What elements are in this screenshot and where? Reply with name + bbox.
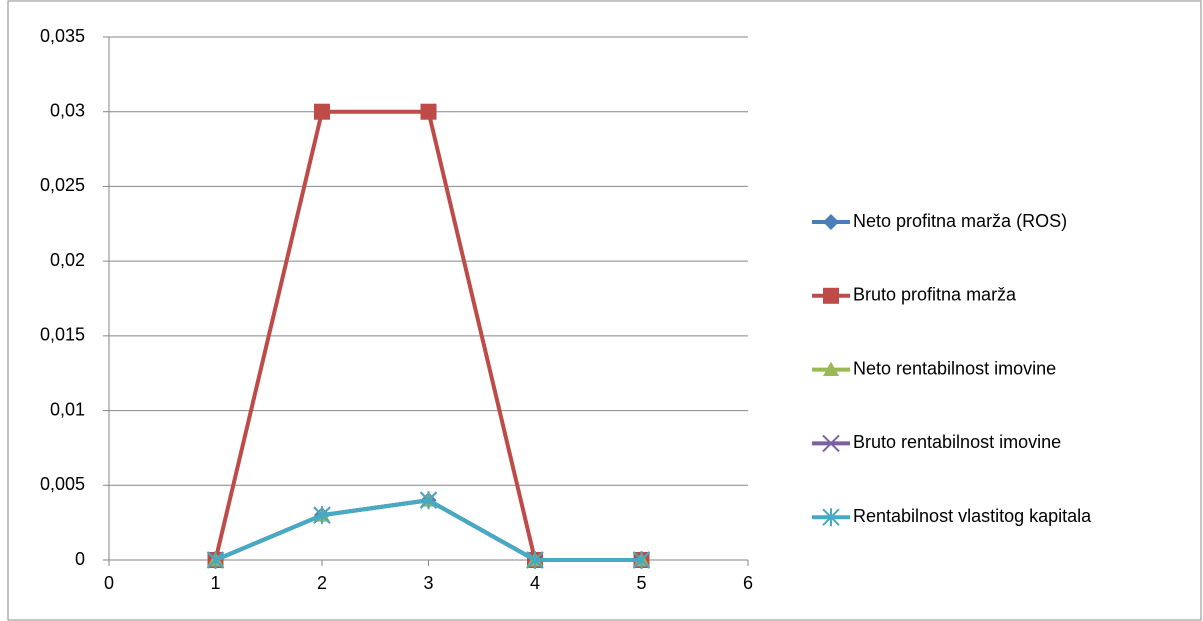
legend-label: Neto rentabilnost imovine [853, 358, 1056, 378]
marker [313, 506, 331, 525]
y-tick-label: 0,015 [40, 325, 85, 345]
marker [314, 103, 330, 120]
marker [419, 491, 438, 510]
y-tick-label: 0 [75, 549, 85, 569]
legend-marker [822, 508, 840, 527]
legend-label: Bruto rentabilnost imovine [853, 432, 1061, 452]
legend-marker [823, 361, 839, 376]
legend-label: Rentabilnost vlastitog kapitala [853, 506, 1092, 526]
marker [632, 551, 651, 569]
x-tick-label: 6 [743, 573, 753, 593]
legend-label: Neto profitna marža (ROS) [853, 211, 1067, 231]
chart-frame [7, 0, 1202, 621]
marker [206, 551, 225, 569]
y-tick-label: 0,01 [50, 399, 85, 419]
legend-label: Bruto profitna marža [853, 285, 1017, 305]
x-tick-label: 2 [317, 573, 327, 593]
x-tick-label: 0 [104, 573, 114, 593]
y-tick-label: 0,035 [40, 26, 85, 46]
x-tick-label: 5 [636, 573, 646, 593]
legend-marker [823, 214, 839, 230]
y-tick-label: 0,005 [40, 474, 85, 494]
legend-marker [823, 287, 839, 304]
marker [526, 551, 544, 569]
y-tick-label: 0,03 [50, 100, 85, 120]
y-tick-label: 0,02 [50, 250, 85, 270]
x-tick-label: 1 [210, 573, 220, 593]
legend-marker [822, 434, 840, 453]
x-tick-label: 4 [530, 573, 540, 593]
x-tick-label: 3 [423, 573, 433, 593]
marker [420, 103, 437, 120]
y-tick-label: 0,025 [40, 175, 85, 195]
